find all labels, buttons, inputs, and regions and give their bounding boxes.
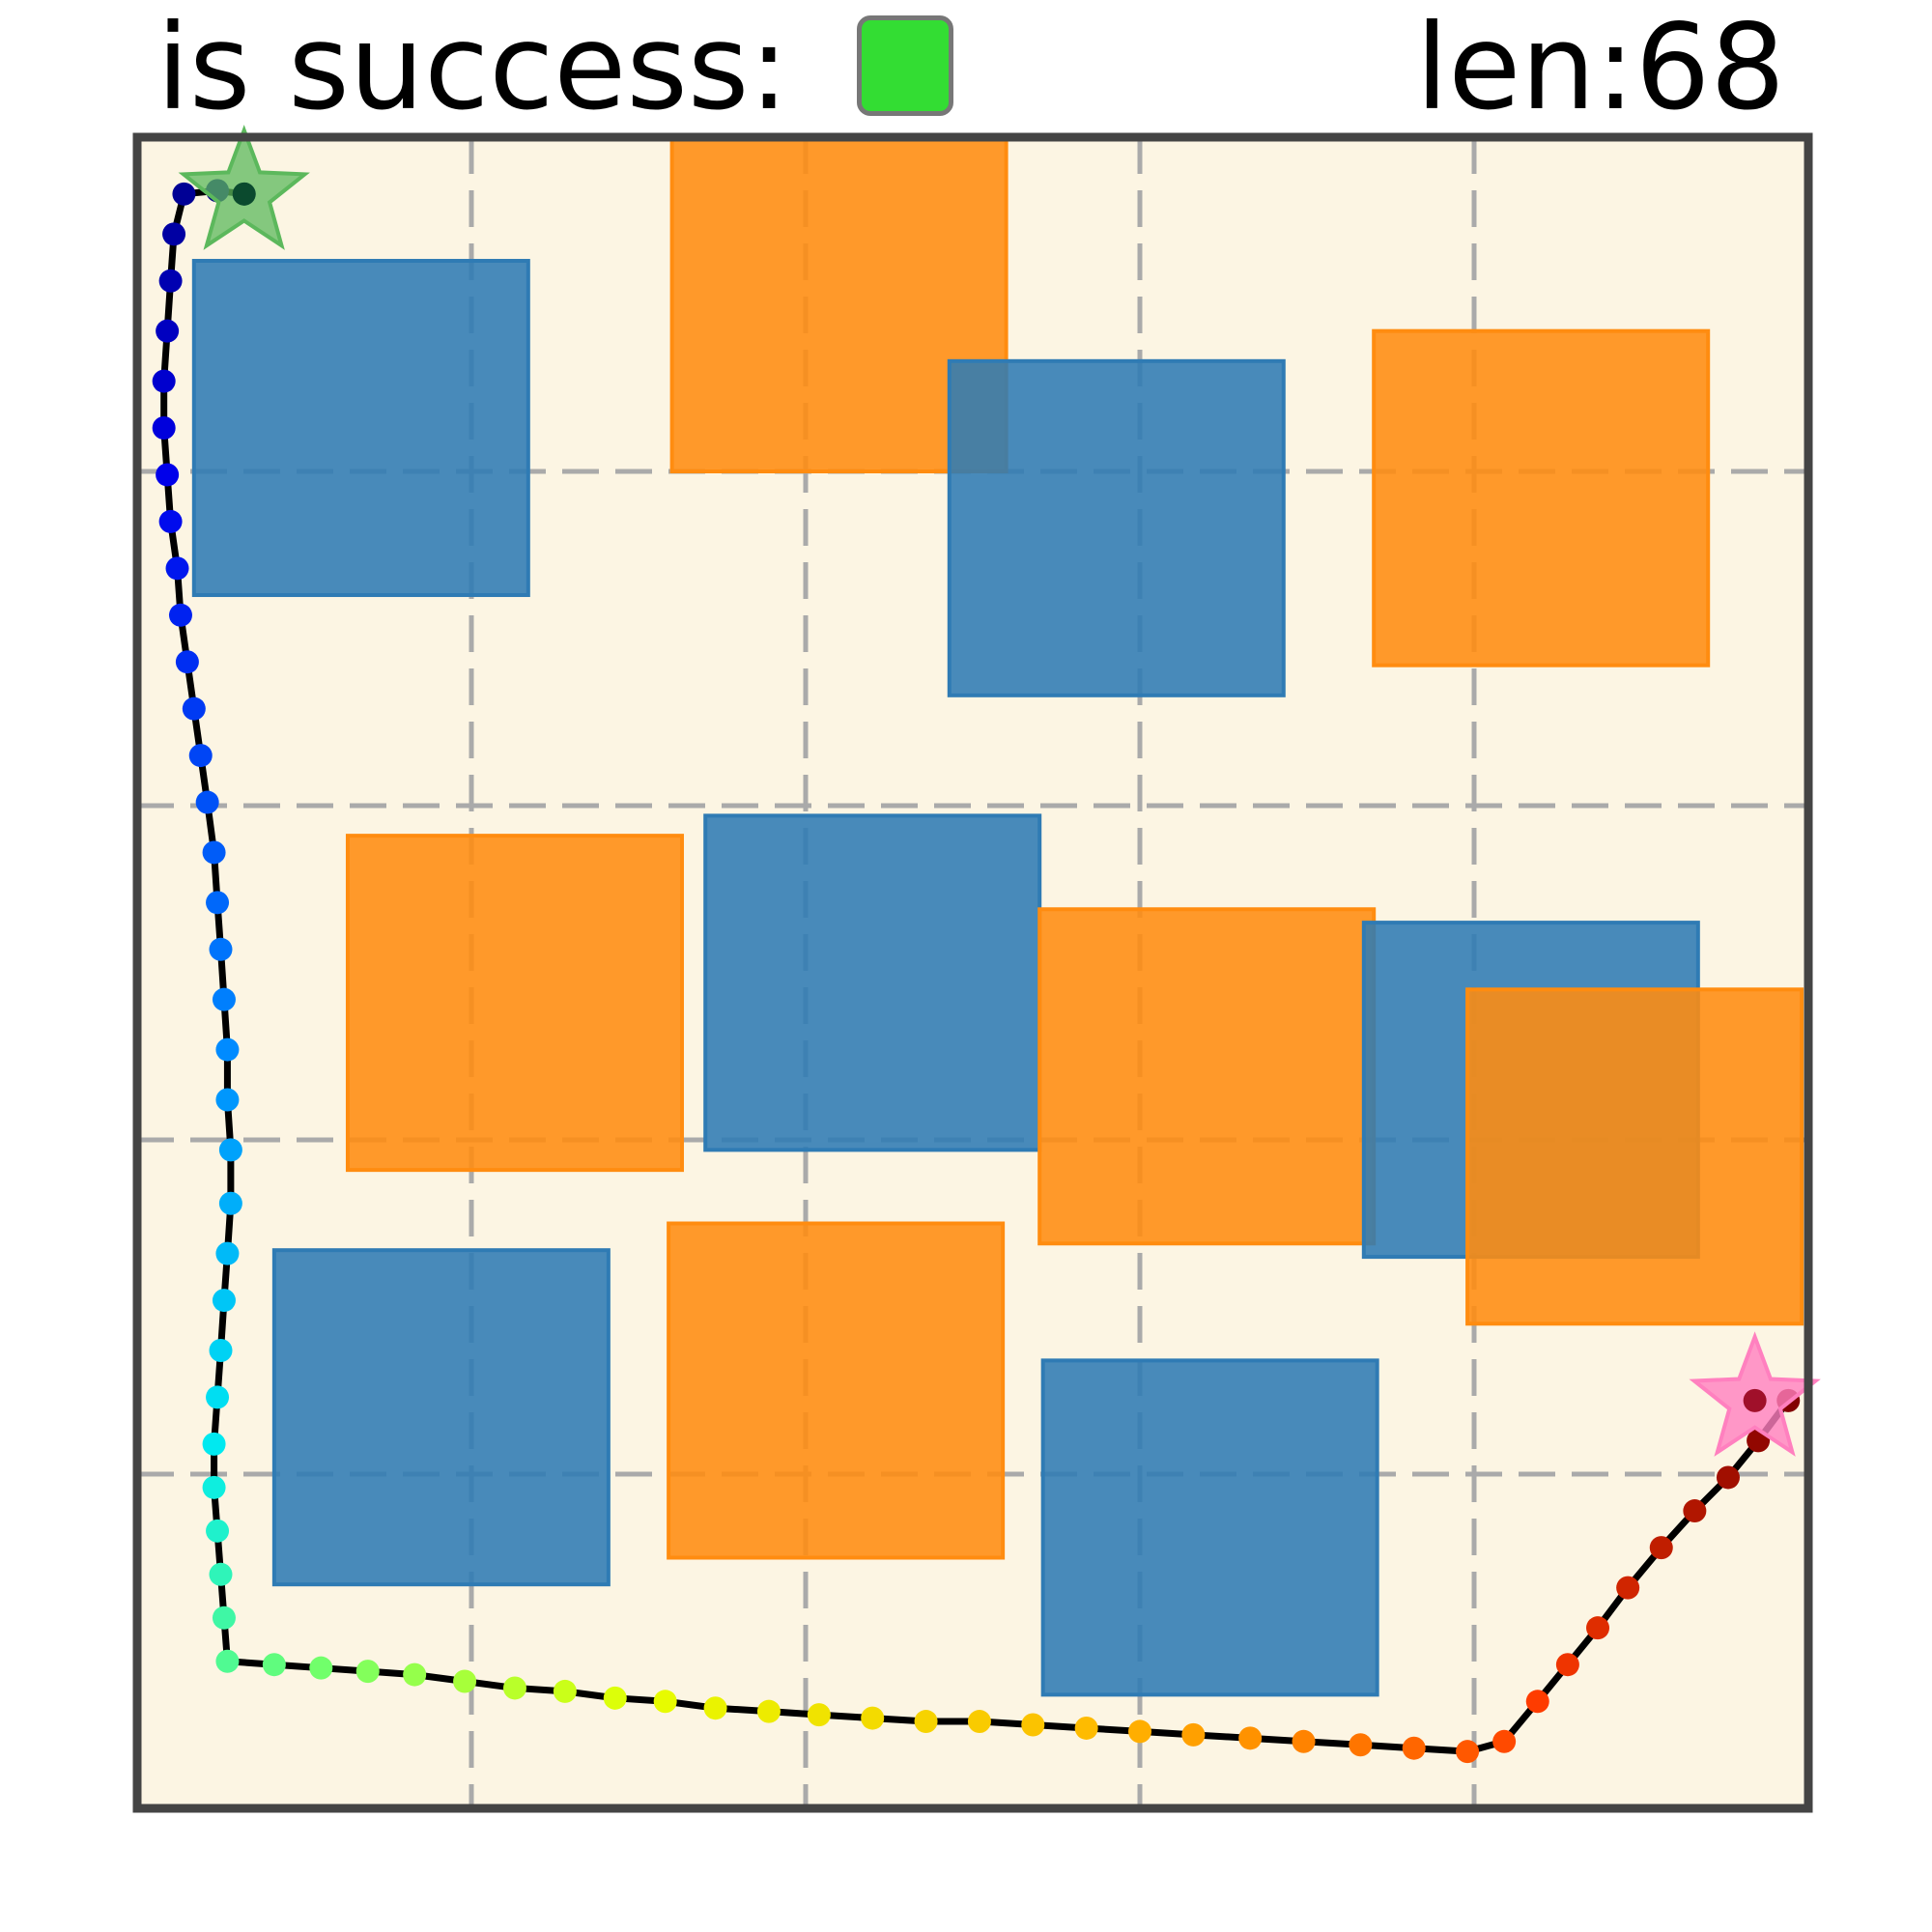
trajectory-point — [914, 1710, 938, 1734]
trajectory-point — [212, 1289, 236, 1313]
trajectory-point — [168, 603, 192, 627]
trajectory-point — [156, 463, 180, 487]
trajectory-point — [553, 1679, 577, 1703]
trajectory-point — [165, 556, 189, 581]
obstacle-blue-9 — [271, 1248, 611, 1587]
trajectory-point — [158, 509, 183, 533]
trajectory-point — [162, 222, 186, 246]
trajectory-point — [262, 1653, 286, 1677]
trajectory-point — [218, 1191, 242, 1215]
trajectory-point — [1292, 1729, 1316, 1753]
trajectory-point — [1181, 1722, 1206, 1747]
trajectory-point — [861, 1706, 885, 1730]
trajectory-point — [152, 416, 176, 440]
goal-point — [1743, 1388, 1767, 1412]
obstacle-orange-8 — [1465, 987, 1804, 1326]
trajectory-point — [653, 1690, 677, 1714]
trajectory-point — [453, 1669, 477, 1693]
trajectory-point — [215, 1241, 240, 1265]
obstacle-orange-4 — [345, 834, 684, 1173]
trajectory-point — [218, 1138, 242, 1162]
trajectory-point — [1402, 1736, 1426, 1760]
trajectory-point — [206, 1519, 230, 1543]
trajectory-point — [1716, 1465, 1740, 1490]
trajectory-point — [212, 1605, 236, 1630]
obstacles — [191, 135, 1804, 1697]
trajectory-point — [1525, 1690, 1549, 1714]
trajectory-point — [355, 1660, 380, 1684]
trajectory-point — [206, 891, 230, 915]
trajectory-point — [156, 319, 180, 343]
trajectory-point — [172, 182, 196, 206]
trajectory-point — [158, 269, 183, 293]
trajectory-point — [152, 369, 176, 393]
trajectory-point — [202, 840, 226, 865]
trajectory-point — [209, 1562, 233, 1586]
obstacle-orange-3 — [1372, 328, 1711, 668]
start-point — [232, 182, 256, 206]
trajectory-point — [967, 1710, 991, 1734]
trajectory-point — [188, 744, 213, 768]
obstacle-blue-5 — [703, 813, 1042, 1152]
trajectory-point — [502, 1676, 526, 1700]
obstacle-orange-6 — [1037, 907, 1377, 1246]
trajectory-point — [1649, 1536, 1673, 1560]
trajectory-point — [756, 1699, 781, 1723]
trajectory-point — [1238, 1726, 1263, 1750]
trajectory-point — [212, 987, 236, 1011]
trajectory-point — [209, 937, 233, 961]
trajectory-point — [182, 696, 206, 721]
trajectory-point — [209, 1338, 233, 1362]
trajectory-point — [1616, 1576, 1640, 1600]
trajectory-point — [1683, 1499, 1707, 1523]
trajectory-point — [703, 1696, 727, 1720]
trajectory-point — [215, 1088, 240, 1112]
trajectory-point — [1128, 1719, 1151, 1744]
success-label: is success: — [156, 0, 789, 136]
trajectory-point — [807, 1703, 831, 1727]
trajectory-point — [202, 1475, 226, 1499]
trajectory-point — [309, 1656, 333, 1680]
obstacle-blue-11 — [1040, 1358, 1379, 1697]
trajectory-point — [1074, 1716, 1098, 1740]
obstacle-blue-0 — [191, 259, 530, 598]
trajectory-point — [215, 1037, 240, 1062]
trajectory-point — [403, 1662, 427, 1687]
map-border — [132, 132, 1813, 1813]
trajectory-point — [206, 1385, 230, 1409]
trajectory-point — [603, 1686, 627, 1710]
trajectory-point — [175, 650, 199, 674]
episode-length-label: len:68 — [1415, 0, 1785, 136]
trajectory-point — [1456, 1740, 1480, 1764]
success-indicator — [857, 15, 953, 116]
trajectory-point — [1555, 1653, 1579, 1677]
trajectory-point — [1349, 1733, 1373, 1757]
obstacle-blue-2 — [947, 358, 1286, 697]
trajectory-point — [1492, 1729, 1517, 1753]
trajectory-point — [202, 1432, 226, 1456]
trajectory-point — [1021, 1713, 1045, 1737]
trajectory-point — [195, 790, 219, 814]
trajectory-point — [1586, 1616, 1610, 1640]
obstacle-orange-10 — [667, 1221, 1006, 1560]
trajectory-point — [215, 1649, 240, 1673]
